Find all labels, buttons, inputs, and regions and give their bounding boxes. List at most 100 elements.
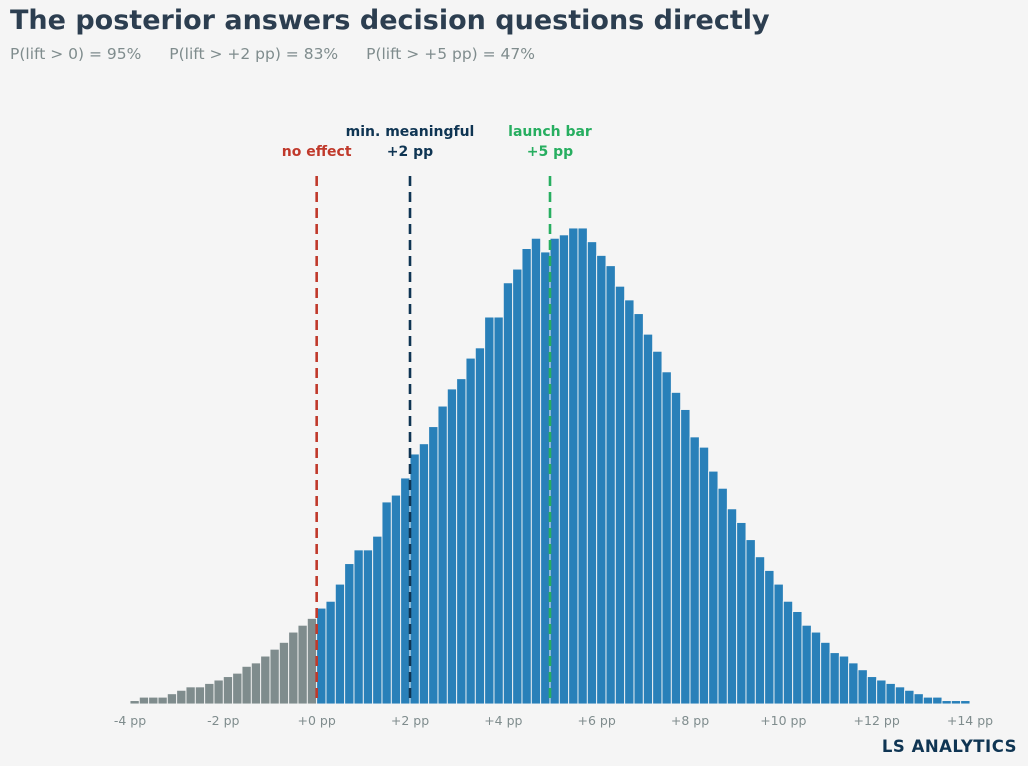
histogram-bar <box>344 563 355 705</box>
histogram-bar <box>269 648 280 705</box>
histogram-bar <box>437 405 448 705</box>
histogram-bar <box>456 378 467 705</box>
histogram-bar <box>605 265 616 705</box>
histogram-bar <box>166 693 178 705</box>
histogram-bar <box>838 655 850 705</box>
histogram-bar <box>260 655 271 705</box>
reference-line-label: +5 pp <box>527 144 573 160</box>
histogram-bar <box>549 237 560 705</box>
histogram-bar <box>222 676 234 705</box>
x-tick-label: +4 pp <box>484 713 522 728</box>
histogram-bar <box>932 696 943 705</box>
histogram-bar <box>885 683 896 705</box>
histogram-bar <box>138 696 150 705</box>
histogram-bar <box>652 350 663 705</box>
histogram-bar <box>213 679 224 705</box>
x-tick-label: +12 pp <box>854 713 900 728</box>
x-tick-label: +10 pp <box>760 713 806 728</box>
histogram-bar <box>493 316 504 705</box>
prob-lift-gt-2: P(lift > +2 pp) = 83% <box>169 45 339 63</box>
histogram-bar <box>409 453 420 705</box>
histogram-bar <box>185 686 196 705</box>
histogram-bar <box>922 696 934 705</box>
histogram-bar <box>586 241 598 705</box>
histogram-bar <box>194 686 206 705</box>
histogram-bar <box>241 665 252 705</box>
x-tick-label: -4 pp <box>114 713 146 728</box>
reference-line-label: +2 pp <box>387 144 433 160</box>
histogram-bar <box>325 600 336 705</box>
x-tick-label: +6 pp <box>578 713 616 728</box>
histogram-bar <box>540 251 551 705</box>
histogram-bar <box>530 237 542 705</box>
histogram-bar <box>689 436 700 705</box>
histogram-bar <box>754 556 766 705</box>
prob-lift-gt-5: P(lift > +5 pp) = 47% <box>366 45 535 63</box>
x-axis-ticks: -4 pp -2 pp +0 pp +2 pp +4 pp +6 pp +8 pp +10 p… <box>114 713 993 728</box>
histogram-bar <box>764 570 775 705</box>
histogram-bar <box>941 700 952 705</box>
histogram-bar <box>726 508 738 705</box>
histogram-bar <box>521 248 532 705</box>
reference-line-label: no effect <box>282 144 352 160</box>
histogram-bar <box>577 227 588 705</box>
reference-line-label: min. meaningful <box>346 124 475 140</box>
histogram-bar <box>465 357 476 705</box>
histogram-bar <box>148 696 159 705</box>
histogram-bar <box>334 583 346 705</box>
histogram-bar <box>400 477 411 705</box>
x-tick-label: +8 pp <box>671 713 709 728</box>
histogram-bar <box>680 409 691 705</box>
histogram-bar <box>596 254 607 705</box>
histogram-bar <box>614 285 626 705</box>
histogram-bar <box>848 662 859 705</box>
histogram-bar <box>512 268 523 705</box>
histogram-bar <box>717 487 728 705</box>
histogram-bar <box>297 624 308 705</box>
x-tick-label: +0 pp <box>298 713 336 728</box>
histogram-bar <box>773 583 784 705</box>
histogram-bar <box>390 494 402 705</box>
histogram-bar <box>782 600 794 705</box>
x-tick-label: +14 pp <box>947 713 993 728</box>
histogram-bar <box>894 686 906 705</box>
histogram-bar <box>876 679 887 705</box>
histogram-bar <box>866 676 878 705</box>
histogram-bar <box>745 539 756 705</box>
histogram-bar <box>428 426 439 705</box>
histogram-bar <box>204 683 215 705</box>
histogram-bar <box>316 607 327 705</box>
histogram-bar <box>288 631 299 705</box>
histogram-bar <box>176 689 187 705</box>
histogram-bar <box>250 662 262 705</box>
histogram-bar <box>502 282 514 705</box>
probability-summary: P(lift > 0) = 95% P(lift > +2 pp) = 83% … <box>10 45 558 63</box>
histogram-bar <box>372 535 383 705</box>
histogram-bar <box>857 669 868 705</box>
histogram-bar <box>801 624 812 705</box>
chart-title: The posterior answers decision questions… <box>10 5 770 36</box>
histogram-bar <box>353 549 364 705</box>
brand-logo: LS ANALYTICS <box>881 737 1017 756</box>
histogram-bar <box>708 470 719 705</box>
histogram-bar <box>306 617 318 705</box>
histogram-bar <box>232 672 243 705</box>
histogram-bar <box>381 501 392 705</box>
histogram-bar <box>698 446 710 705</box>
reference-lines: no effect min. meaningful +2 pp launch bar +… <box>282 124 592 704</box>
histogram-bar <box>568 227 579 705</box>
histogram-bars <box>129 227 971 705</box>
histogram-bar <box>624 299 635 705</box>
histogram-bar <box>913 693 924 705</box>
histogram-bar <box>950 700 962 705</box>
histogram-bar <box>633 313 644 705</box>
histogram-bar <box>129 700 140 705</box>
histogram-bar <box>661 371 672 705</box>
histogram-bar <box>474 347 486 705</box>
histogram-bar <box>736 522 747 705</box>
histogram-bar <box>558 234 570 705</box>
x-tick-label: +2 pp <box>391 713 429 728</box>
histogram-bar <box>960 700 971 705</box>
histogram-bar <box>642 333 654 705</box>
